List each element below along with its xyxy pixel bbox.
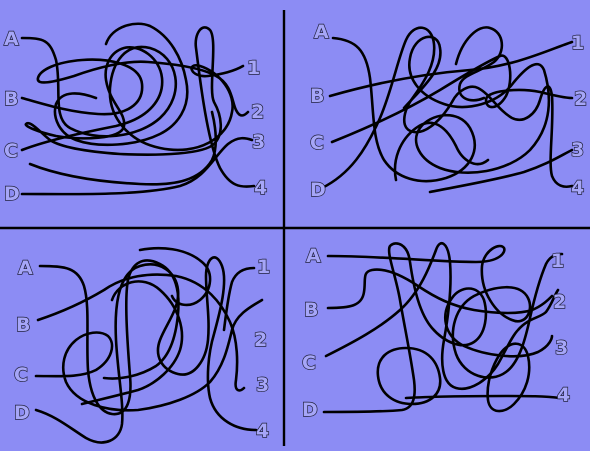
- tangle-line-extra3-bottom-right: [486, 342, 531, 413]
- tangle-line-c: [20, 26, 256, 188]
- panel-top-left: A B C D 1 2 3 4: [3, 22, 268, 206]
- label-1: 1: [571, 32, 584, 54]
- label-d: D: [14, 402, 30, 424]
- tangle-line-d: [34, 256, 258, 444]
- tangle-line-a: [38, 259, 180, 416]
- tangle-line-d: [320, 26, 574, 190]
- label-2: 2: [254, 329, 267, 351]
- tangle-line-a: [331, 35, 551, 183]
- tangle-line-a: [326, 244, 564, 379]
- label-d: D: [4, 183, 20, 205]
- label-b: B: [4, 88, 18, 110]
- tangle-line-a: [20, 36, 245, 152]
- tangle-line-c: [34, 298, 264, 412]
- label-c: C: [302, 352, 316, 374]
- tangle-line-extra2-top-left: [28, 110, 218, 186]
- label-1: 1: [247, 57, 260, 79]
- label-3: 3: [571, 139, 584, 161]
- tangle-line-extra2-top-right: [428, 148, 574, 194]
- tangle-line-extra2-bottom-left: [138, 246, 212, 307]
- label-d: D: [302, 399, 318, 421]
- tangle-line-b: [36, 273, 246, 392]
- tangle-line-b: [328, 40, 574, 98]
- label-b: B: [310, 85, 324, 107]
- tangle-line-c: [324, 241, 560, 391]
- label-b: B: [304, 299, 318, 321]
- tangle-line-b: [20, 58, 250, 117]
- label-2: 2: [574, 88, 587, 110]
- label-1: 1: [257, 256, 270, 278]
- panel-bottom-right: A B C D 1 2 3 4: [301, 241, 571, 422]
- panel-bottom-left: A B C D 1 2 3 4: [13, 246, 271, 444]
- label-c: C: [4, 140, 18, 162]
- label-3: 3: [252, 131, 265, 153]
- tangle-line-b: [326, 268, 554, 315]
- label-4: 4: [256, 420, 269, 442]
- label-c: C: [310, 132, 324, 154]
- label-2: 2: [251, 101, 264, 123]
- tangle-line-extra3-bottom-left: [222, 266, 256, 332]
- label-3: 3: [555, 337, 568, 359]
- tangle-line-d: [322, 242, 554, 414]
- label-c: C: [14, 364, 28, 386]
- label-b: B: [16, 314, 30, 336]
- tangle-line-extra-top-left: [53, 22, 189, 147]
- label-a: A: [314, 21, 329, 43]
- label-3: 3: [256, 374, 269, 396]
- panel-top-right: A B C D 1 2 3 4: [309, 20, 588, 201]
- label-4: 4: [254, 177, 267, 199]
- label-d: D: [310, 179, 326, 201]
- tangle-line-extra2-bottom-right: [376, 346, 442, 406]
- label-4: 4: [571, 177, 584, 199]
- tangle-line-d: [20, 136, 254, 196]
- label-a: A: [306, 245, 321, 267]
- tangle-line-extra-bottom-left: [80, 280, 184, 406]
- tangle-line-c: [330, 54, 574, 144]
- label-a: A: [18, 257, 33, 279]
- label-4: 4: [557, 384, 570, 406]
- label-1: 1: [551, 250, 564, 272]
- tangle-line-extra-top-right: [454, 26, 504, 102]
- tangle-line-extra3-top-right: [393, 121, 490, 182]
- label-a: A: [4, 28, 19, 50]
- label-2: 2: [553, 291, 566, 313]
- tangle-line-extra-bottom-right: [404, 394, 562, 400]
